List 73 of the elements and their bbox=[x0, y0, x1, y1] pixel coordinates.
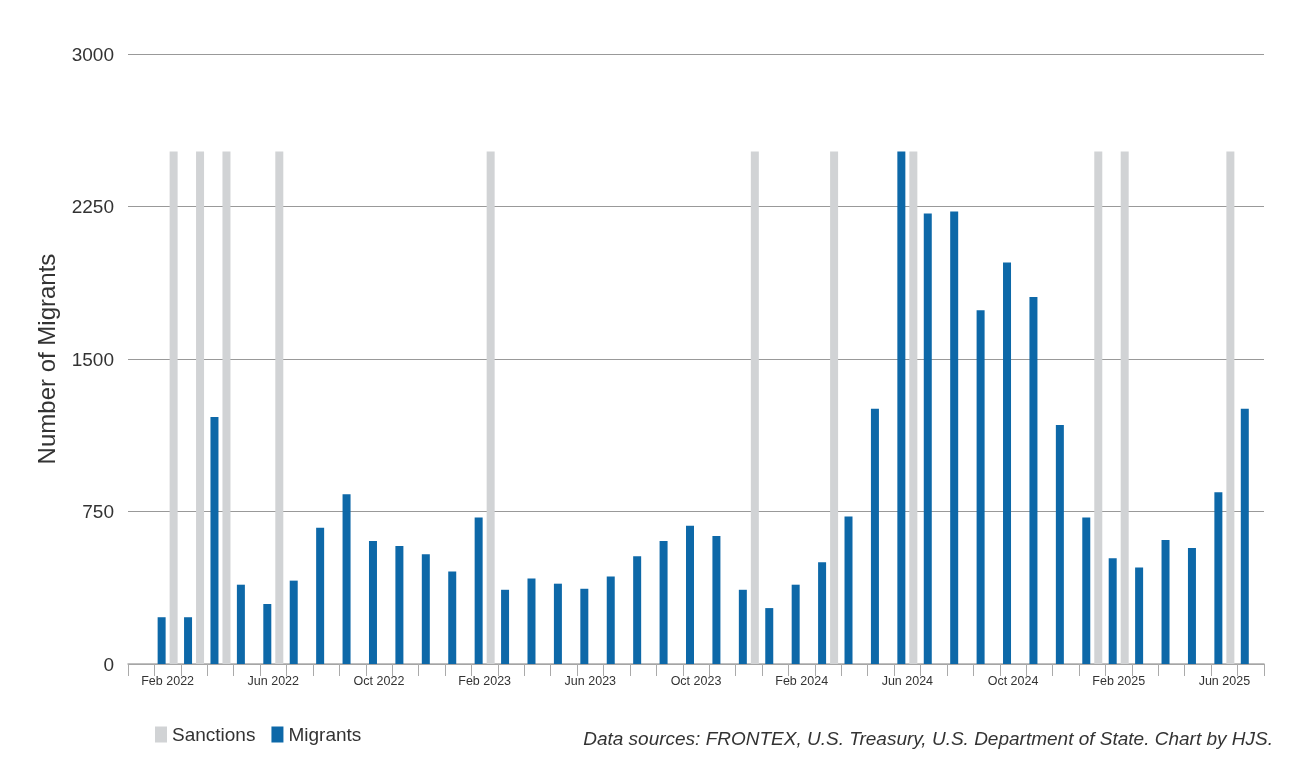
bar bbox=[712, 535, 721, 664]
bar bbox=[1226, 151, 1235, 664]
bar bbox=[184, 617, 193, 664]
text: Data sources: FRONTEX, U.S. Treasury, U.S. Department of State. Chart by HJS. bbox=[583, 728, 1274, 749]
bar bbox=[765, 608, 774, 664]
bar bbox=[486, 151, 495, 664]
bar bbox=[580, 588, 589, 664]
y-tick-label: 0 bbox=[103, 653, 114, 675]
bar bbox=[1082, 517, 1091, 664]
bar bbox=[196, 151, 205, 664]
bar bbox=[368, 540, 377, 664]
bar bbox=[157, 617, 166, 664]
x-tick-label: Feb 2024 bbox=[775, 673, 829, 688]
bar bbox=[501, 589, 510, 664]
x-tick-label: Jun 2023 bbox=[564, 673, 617, 688]
bar bbox=[738, 589, 747, 664]
y-axis-title: Number of Migrants bbox=[32, 253, 60, 465]
bar bbox=[633, 556, 642, 664]
bar bbox=[844, 516, 853, 664]
bar bbox=[169, 151, 178, 664]
bar bbox=[1108, 558, 1117, 664]
bar bbox=[1135, 567, 1144, 664]
bar bbox=[909, 151, 918, 664]
x-tick-label: Jun 2025 bbox=[1198, 673, 1251, 688]
bar bbox=[1029, 296, 1038, 664]
bar bbox=[923, 213, 932, 664]
bar bbox=[474, 517, 483, 664]
y-tick-label: 1500 bbox=[71, 348, 114, 370]
x-tick-label: Oct 2024 bbox=[987, 673, 1039, 688]
legend-label: Migrants bbox=[288, 724, 362, 745]
bar bbox=[791, 584, 800, 664]
bar bbox=[659, 540, 668, 664]
bar bbox=[222, 151, 231, 664]
bar bbox=[750, 151, 759, 664]
y-tick-label: 3000 bbox=[71, 43, 114, 65]
bar bbox=[1161, 539, 1170, 664]
bar bbox=[395, 546, 404, 664]
x-tick-label: Oct 2023 bbox=[670, 673, 722, 688]
bar bbox=[448, 571, 457, 664]
bar bbox=[210, 416, 219, 664]
bar bbox=[1094, 151, 1103, 664]
x-tick-label: Feb 2023 bbox=[458, 673, 512, 688]
x-tick-label: Oct 2022 bbox=[353, 673, 405, 688]
y-tick-label: 750 bbox=[82, 501, 114, 522]
bar bbox=[342, 494, 351, 664]
bar bbox=[527, 578, 536, 664]
bar bbox=[1003, 262, 1012, 664]
bar bbox=[950, 211, 959, 664]
bar bbox=[686, 525, 694, 664]
x-tick-label: Feb 2022 bbox=[141, 673, 195, 688]
x-tick-label: Jun 2022 bbox=[247, 673, 300, 688]
bar bbox=[316, 527, 325, 664]
bar bbox=[553, 583, 562, 664]
bar bbox=[976, 310, 985, 664]
bar bbox=[818, 562, 827, 664]
bar bbox=[830, 151, 839, 664]
x-tick-label: Jun 2024 bbox=[881, 673, 934, 688]
y-tick-label: 2250 bbox=[71, 196, 114, 217]
x-tick-label: Feb 2025 bbox=[1092, 673, 1146, 688]
bar bbox=[289, 580, 298, 664]
bar bbox=[606, 576, 615, 664]
legend-label: Sanctions bbox=[172, 724, 256, 745]
bar bbox=[897, 151, 906, 664]
bar bbox=[1120, 151, 1129, 664]
bar bbox=[421, 554, 430, 664]
bar bbox=[1214, 492, 1223, 664]
bar bbox=[1240, 408, 1249, 664]
bar bbox=[1055, 425, 1064, 664]
bar bbox=[236, 584, 245, 664]
bar bbox=[275, 151, 284, 664]
bar bbox=[870, 408, 879, 664]
bar bbox=[263, 604, 272, 664]
bar bbox=[1187, 548, 1196, 664]
